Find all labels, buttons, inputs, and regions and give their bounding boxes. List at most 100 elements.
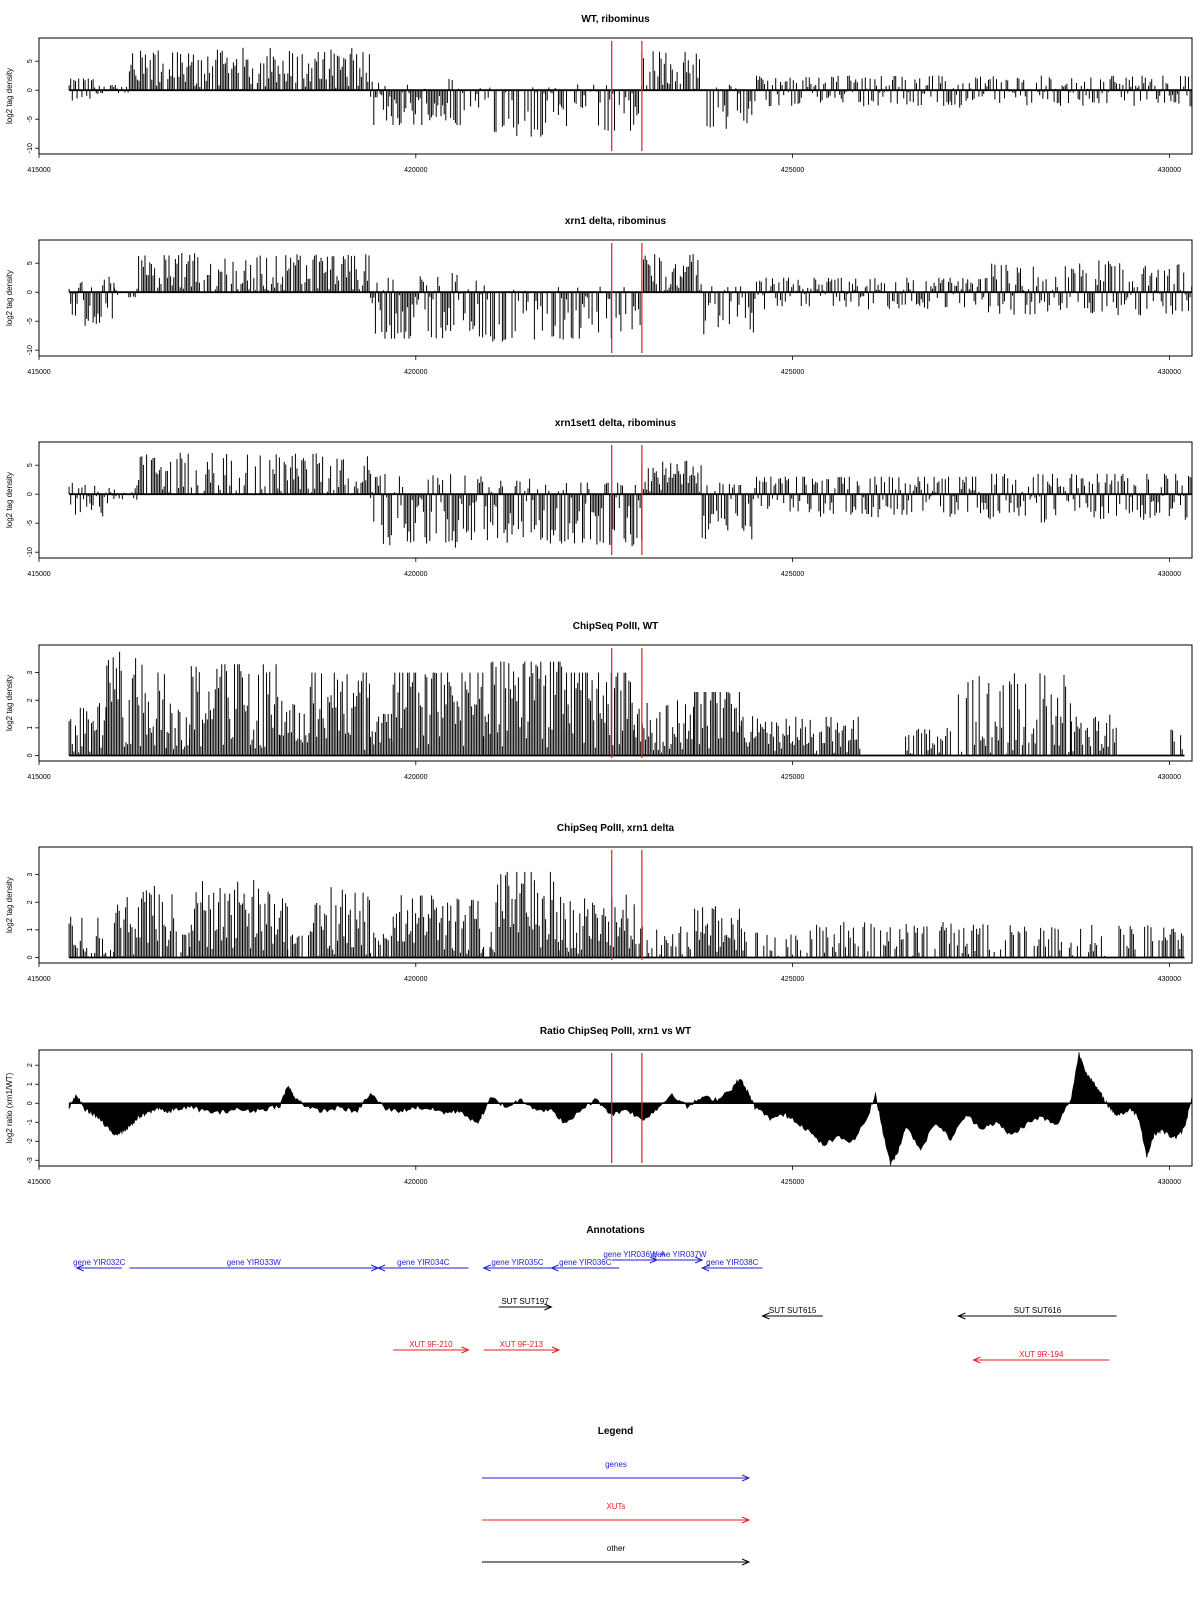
x-tick-label: 430000 (1158, 774, 1181, 781)
x-tick-label: 420000 (404, 369, 427, 376)
plot-frame (38, 644, 1193, 762)
x-tick-label: 420000 (404, 774, 427, 781)
y-tick-label: -3 (27, 1157, 34, 1163)
x-tick-label: 425000 (781, 1179, 804, 1186)
y-tick-label: -5 (27, 116, 34, 122)
x-tick-label: 430000 (1158, 976, 1181, 983)
y-axis-label: log2 tag density (5, 472, 14, 528)
genes-arrow-head (376, 1264, 386, 1272)
y-tick-label: -10 (27, 345, 34, 355)
x-axis: 415000 420000 425000 430000 (27, 154, 1181, 174)
genes-label: gene YIR034C (397, 1258, 450, 1267)
x-tick-label: 420000 (404, 571, 427, 578)
x-tick-label: 425000 (781, 167, 804, 174)
y-tick-label: 5 (27, 463, 34, 467)
x-axis: 415000 420000 425000 430000 (27, 1166, 1181, 1186)
x-axis: 415000 420000 425000 430000 (27, 761, 1181, 781)
annotations-title: Annotations (586, 1225, 645, 1236)
x-tick-label: 430000 (1158, 571, 1181, 578)
y-axis-label: log2 ratio (xrn1/WT) (5, 1072, 14, 1143)
x-tick-label: 420000 (404, 1179, 427, 1186)
others-label: SUT SUT615 (769, 1306, 817, 1315)
x-axis: 415000 420000 425000 430000 (27, 963, 1181, 983)
y-axis: -3 -2 -1 0 1 2 (27, 1063, 39, 1163)
legend-arrow-genes-head (741, 1474, 751, 1482)
y-axis-label: log2 tag density (5, 877, 14, 933)
y-tick-label: 2 (27, 698, 34, 702)
genes-label: gene YIR036C (559, 1258, 612, 1267)
x-tick-label: 430000 (1158, 1179, 1181, 1186)
data-marks (68, 253, 1193, 342)
annotations-panel: Annotations gene YIR032C gene YIR033W gene … (73, 1225, 1117, 1364)
legend-label: genes (605, 1460, 627, 1469)
x-tick-label: 430000 (1158, 369, 1181, 376)
density-bars (68, 452, 1193, 548)
legend-panel: Legend genes XUTs other (482, 1426, 751, 1566)
x-tick-label: 415000 (27, 976, 50, 983)
chart-title: Ratio ChipSeq PolII, xrn1 vs WT (540, 1026, 691, 1037)
chart-title: xrn1 delta, ribominus (565, 216, 667, 227)
y-tick-label: 0 (27, 955, 34, 959)
y-tick-label: 3 (27, 671, 34, 675)
density-bars (68, 871, 1184, 958)
x-tick-label: 415000 (27, 167, 50, 174)
x-tick-label: 425000 (781, 774, 804, 781)
y-tick-label: 5 (27, 261, 34, 265)
y-axis: -10 -5 0 5 (27, 261, 39, 355)
y-axis: -10 -5 0 5 (27, 59, 39, 153)
chart-panel-2: xrn1 delta, ribominus -10 -5 0 5 log2 tag den… (5, 216, 1193, 376)
y-tick-label: 0 (27, 492, 34, 496)
data-marks (68, 1052, 1193, 1166)
x-tick-label: 430000 (1158, 167, 1181, 174)
others-label: SUT SUT616 (1014, 1306, 1062, 1315)
y-tick-label: 1 (27, 1082, 34, 1086)
x-tick-label: 420000 (404, 976, 427, 983)
y-axis-label: log2 tag density (5, 270, 14, 326)
chart-title: ChipSeq PolII, WT (573, 621, 659, 632)
genes-arrow-head (482, 1264, 491, 1272)
plot-frame (38, 846, 1193, 964)
y-tick-label: -10 (27, 143, 34, 153)
data-marks (68, 47, 1193, 137)
y-axis: -10 -5 0 5 (27, 463, 39, 557)
x-tick-label: 415000 (27, 774, 50, 781)
x-tick-label: 425000 (781, 571, 804, 578)
xuts-label: XUT 9F-210 (409, 1340, 453, 1349)
chart-title: ChipSeq PolII, xrn1 delta (557, 823, 675, 834)
x-axis: 415000 420000 425000 430000 (27, 558, 1181, 578)
chart-panel-3: xrn1set1 delta, ribominus -10 -5 0 5 log2 tag… (5, 418, 1193, 578)
y-tick-label: 0 (27, 753, 34, 757)
legend-label: XUTs (606, 1502, 625, 1511)
chart-panel-1: WT, ribominus -10 -5 0 5 log2 tag density 4150… (5, 14, 1193, 174)
chart-title: WT, ribominus (581, 14, 650, 25)
y-tick-label: -2 (27, 1138, 34, 1144)
legend-arrow-other-head (741, 1558, 751, 1566)
x-tick-label: 425000 (781, 369, 804, 376)
plot-frame (38, 37, 1193, 155)
x-tick-label: 420000 (404, 167, 427, 174)
others-label: SUT SUT197 (501, 1297, 549, 1306)
others-arrow-head (957, 1312, 966, 1320)
x-tick-label: 415000 (27, 1179, 50, 1186)
genes-label: gene YIR036W-A (603, 1250, 666, 1259)
xuts-arrow-head (551, 1346, 561, 1354)
chart-panel-5: ChipSeq PolII, xrn1 delta 0 1 2 3 log2 tag de… (5, 823, 1193, 983)
chart-title: xrn1set1 delta, ribominus (555, 418, 677, 429)
y-tick-label: 0 (27, 1101, 34, 1105)
genes-arrow-head (75, 1264, 84, 1272)
y-tick-label: -5 (27, 520, 34, 526)
data-marks (68, 452, 1193, 548)
genes-label: gene YIR033W (227, 1258, 282, 1267)
y-axis-label: log2 tag density (5, 68, 14, 124)
plot-frame (38, 239, 1193, 357)
legend-arrow-XUTs-head (741, 1516, 751, 1524)
y-axis-label: log2 tag density (5, 675, 14, 731)
plot-frame (38, 1049, 1193, 1167)
y-tick-label: 0 (27, 88, 34, 92)
xuts-arrow-head (972, 1356, 981, 1364)
y-tick-label: -10 (27, 547, 34, 557)
xuts-label: XUT 9R-194 (1019, 1350, 1064, 1359)
chart-panel-6: Ratio ChipSeq PolII, xrn1 vs WT -3 -2 -1 0 1 2… (5, 1026, 1193, 1186)
others-arrow-head (544, 1303, 553, 1311)
